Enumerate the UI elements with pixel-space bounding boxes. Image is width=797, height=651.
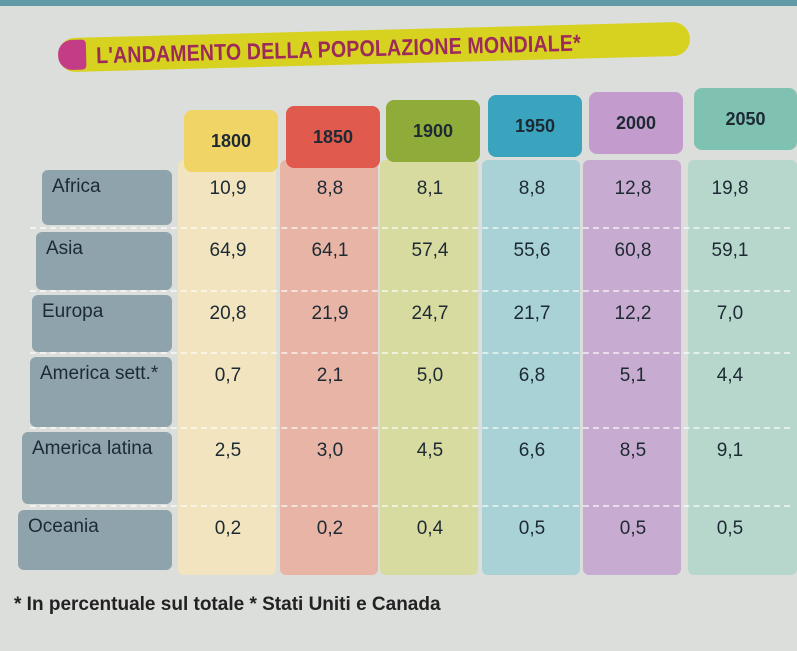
table-cell: 2,5 [214,440,242,461]
column-header-1850: 1850 [286,106,380,168]
column-header-1800: 1800 [184,110,278,172]
column-header-2000: 2000 [589,92,683,154]
table-cell: 4,4 [716,365,744,386]
footnote: * In percentuale sul totale * Stati Unit… [14,594,441,615]
column-header-1900: 1900 [386,100,480,162]
table-cell: 55,6 [513,240,551,261]
table-cell: 57,4 [411,240,449,261]
table-cell: 9,1 [716,440,744,461]
column-header-1950: 1950 [488,95,582,157]
table-cell: 5,1 [619,365,647,386]
table-cell: 59,1 [711,240,749,261]
row-divider [30,427,790,429]
table-cell: 0,2 [214,518,242,539]
table-cell: 0,5 [619,518,647,539]
row-label: Europa [32,295,172,352]
table-cell: 8,8 [518,178,546,199]
table-cell: 7,0 [716,303,744,324]
row-label: Africa [42,170,172,225]
table-cell: 10,9 [209,178,247,199]
table-cell: 24,7 [411,303,449,324]
table-cell: 0,7 [214,365,242,386]
row-label: Asia [36,232,172,290]
table-cell: 0,5 [518,518,546,539]
title-cap-decoration [57,39,87,71]
table-cell: 21,9 [311,303,349,324]
table-cell: 8,8 [316,178,344,199]
table-cell: 12,8 [614,178,652,199]
column-header-2050: 2050 [694,88,797,150]
row-label: America sett.* [30,357,172,427]
table-cell: 0,4 [416,518,444,539]
row-divider [30,290,790,292]
table-cell: 60,8 [614,240,652,261]
row-divider [30,227,790,229]
table-cell: 2,1 [316,365,344,386]
table-cell: 21,7 [513,303,551,324]
top-strip [0,0,797,6]
table-cell: 0,5 [716,518,744,539]
table-cell: 0,2 [316,518,344,539]
table-title: L'ANDAMENTO DELLA POPOLAZIONE MONDIALE* [95,29,582,69]
row-label: America latina [22,432,172,504]
table-cell: 8,1 [416,178,444,199]
table-cell: 3,0 [316,440,344,461]
table-cell: 20,8 [209,303,247,324]
table-cell: 5,0 [416,365,444,386]
table-cell: 64,1 [311,240,349,261]
table-cell: 6,8 [518,365,546,386]
row-divider [30,505,790,507]
table-cell: 8,5 [619,440,647,461]
title-banner: L'ANDAMENTO DELLA POPOLAZIONE MONDIALE* [57,21,691,73]
table-cell: 64,9 [209,240,247,261]
table-cell: 6,6 [518,440,546,461]
row-divider [30,352,790,354]
table-cell: 19,8 [711,178,749,199]
table-cell: 4,5 [416,440,444,461]
table-cell: 12,2 [614,303,652,324]
row-label: Oceania [18,510,172,570]
